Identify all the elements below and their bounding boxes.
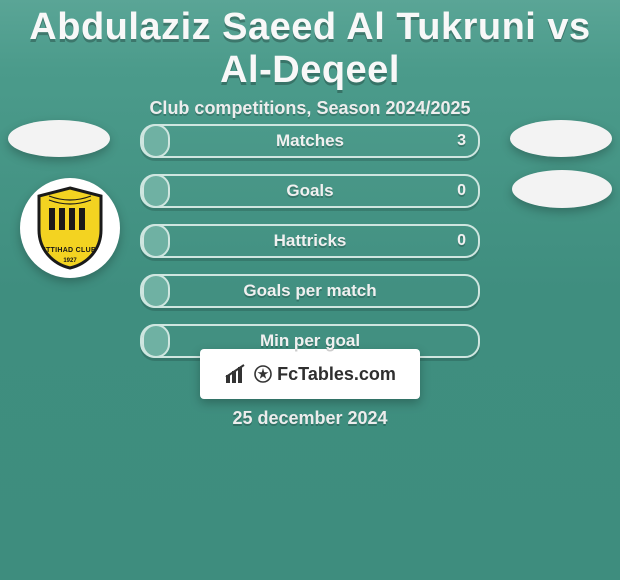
stat-row: Matches 3	[140, 124, 480, 158]
stat-row: Goals 0	[140, 174, 480, 208]
stat-row: Goals per match	[140, 274, 480, 308]
stat-fill	[142, 124, 170, 158]
chart-icon	[224, 363, 250, 385]
date-label: 25 december 2024	[0, 408, 620, 429]
stat-label: Hattricks	[274, 231, 347, 251]
stat-label: Goals	[286, 181, 333, 201]
stat-fill	[142, 274, 170, 308]
club-name: ITTIHAD CLUB	[35, 247, 105, 254]
stat-right-value: 0	[457, 232, 466, 250]
brand-left: Fc	[277, 364, 298, 384]
comparison-card: Abdulaziz Saeed Al Tukruni vs Al-Deqeel …	[0, 0, 620, 580]
club-shield-icon: ITTIHAD CLUB 1927	[35, 186, 105, 270]
stat-label: Min per goal	[260, 331, 360, 351]
stat-fill	[142, 324, 170, 358]
brand-text: FcTables.com	[254, 364, 396, 385]
subtitle: Club competitions, Season 2024/2025	[0, 98, 620, 119]
player-photo-right	[510, 120, 612, 157]
stat-right-value: 3	[457, 132, 466, 150]
page-title: Abdulaziz Saeed Al Tukruni vs Al-Deqeel	[0, 0, 620, 92]
stat-label: Matches	[276, 131, 344, 151]
club-logo-right	[512, 170, 612, 208]
club-year: 1927	[35, 258, 105, 264]
stat-right-value: 0	[457, 182, 466, 200]
stat-label: Goals per match	[243, 281, 376, 301]
club-logo-left: ITTIHAD CLUB 1927	[20, 178, 120, 278]
player-photo-left	[8, 120, 110, 157]
stats-container: Matches 3 Goals 0 Hattricks 0 Goals per match M…	[140, 124, 480, 374]
stat-fill	[142, 224, 170, 258]
brand-right: Tables.com	[298, 364, 396, 384]
stat-fill	[142, 174, 170, 208]
footer-brand-box[interactable]: FcTables.com	[200, 349, 420, 399]
stat-row: Hattricks 0	[140, 224, 480, 258]
